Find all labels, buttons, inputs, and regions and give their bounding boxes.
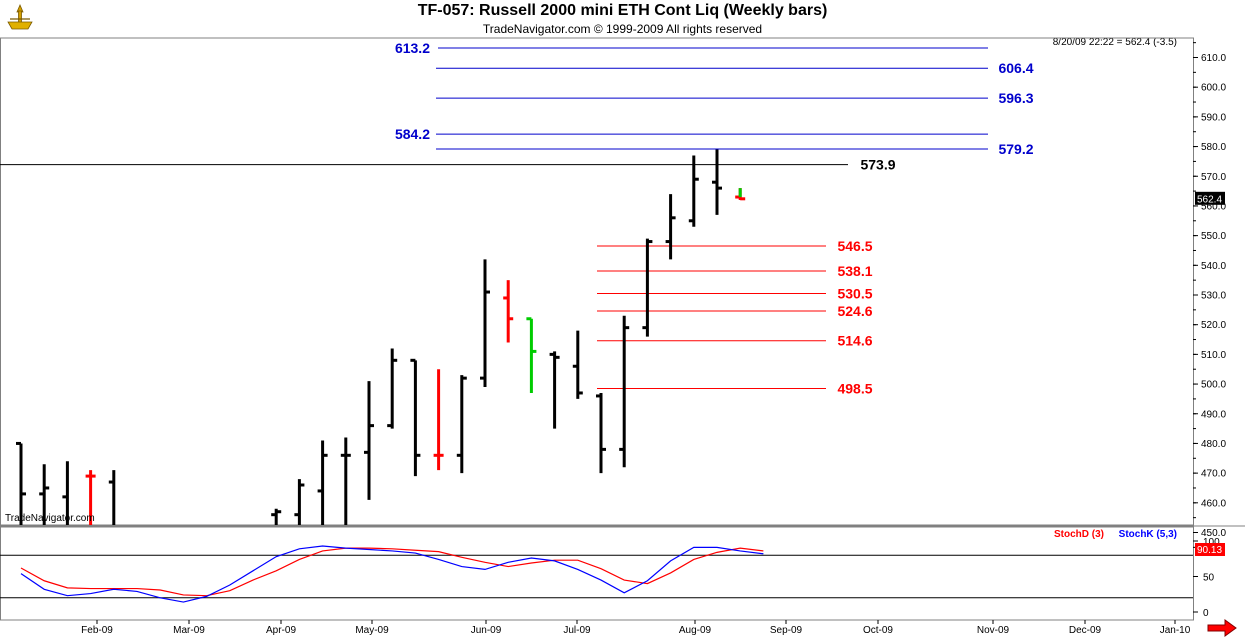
stoch-series-k [20, 545, 764, 603]
ohlc-bar [155, 550, 165, 562]
price-axis-tick-label: 460.0 [1201, 498, 1226, 509]
ohlc-bar [642, 238, 653, 337]
ohlc-bar [387, 348, 398, 429]
x-axis-tick-label: Mar-09 [173, 625, 205, 636]
price-axis-tick-label: 530.0 [1201, 291, 1226, 302]
watermark: TradeNavigator.com [5, 513, 95, 524]
ohlc-bar [108, 470, 116, 525]
price-axis-tick-label: 510.0 [1201, 350, 1226, 361]
ohlc-bar [39, 464, 50, 525]
ohlc-bar [202, 550, 212, 562]
stoch-last-value-tag [1195, 543, 1225, 556]
level-lines: 613.2 606.4 596.3 584.2 579.2 573.9 546.5 538.1… [0, 40, 1034, 397]
price-axis-tick-label: 470.0 [1201, 469, 1226, 480]
x-axis-tick-label: Nov-09 [977, 625, 1010, 636]
price-axis-tick-label: 610.0 [1201, 53, 1226, 64]
x-axis-tick-label: Aug-09 [679, 625, 712, 636]
stoch-last-value-label: 90.13 [1197, 545, 1222, 556]
stoch-legend-k: StochK (5,3) [1119, 529, 1177, 540]
ohlc-bar [619, 315, 630, 468]
price-axis-tick-label: 540.0 [1201, 261, 1226, 272]
stoch-axis-tick-label: 0 [1203, 608, 1209, 619]
stoch-legend-d: StochD (3) [1054, 529, 1104, 540]
ohlc-bar [62, 461, 69, 525]
ohlc-bar [480, 259, 490, 388]
price-axis-tick-label: 550.0 [1201, 231, 1226, 242]
price-axis: 450.0 460.0 470.0 480.0 490.0 500.0 510.0 520.0… [1193, 42, 1226, 548]
ohlc-bar [549, 351, 560, 429]
level-label-538-1: 538.1 [837, 263, 872, 279]
level-label-530-5: 530.5 [837, 286, 872, 302]
level-label-498-5: 498.5 [837, 381, 872, 397]
ohlc-bar [225, 550, 235, 562]
ohlc-bar [433, 369, 444, 471]
ohlc-bar [178, 550, 188, 562]
level-label-514-6: 514.6 [837, 333, 872, 349]
x-axis-tick-label: Jul-09 [563, 625, 591, 636]
price-panel-frame [0, 37, 1194, 526]
price-axis-tick-label: 560.0 [1201, 201, 1226, 212]
stoch-panel-frame [0, 526, 1194, 621]
price-axis-tick-label: 450.0 [1201, 528, 1226, 539]
chart-subtitle: TradeNavigator.com © 1999-2009 All right… [482, 22, 763, 36]
price-axis-tick-label: 500.0 [1201, 380, 1226, 391]
price-axis-tick-label: 580.0 [1201, 142, 1226, 153]
x-axis-tick-label: Feb-09 [81, 625, 113, 636]
chart-title: TF-057: Russell 2000 mini ETH Cont Liq (… [417, 2, 828, 19]
price-axis-tick-label: 570.0 [1201, 172, 1226, 183]
ohlc-bar [294, 479, 305, 525]
scroll-right-arrow-icon[interactable] [1207, 619, 1237, 637]
trade-navigator-logo-icon [4, 2, 36, 34]
stoch-series-d [20, 547, 764, 597]
price-axis-tick-label: 590.0 [1201, 112, 1226, 123]
x-axis-tick-label: May-09 [355, 625, 389, 636]
ohlc-bar [410, 358, 421, 477]
ohlc-bar [340, 437, 351, 525]
ohlc-bar [248, 544, 258, 562]
ohlc-bar [596, 392, 606, 474]
ohlc-bar [317, 440, 328, 525]
ohlc-bar [526, 317, 537, 393]
x-axis-tick-label: Apr-09 [266, 625, 296, 636]
level-label-584-2: 584.2 [395, 126, 430, 142]
level-label-579-2: 579.2 [998, 141, 1033, 157]
level-label-613-2: 613.2 [395, 40, 430, 56]
ohlc-bar [16, 441, 26, 525]
ohlc-bar [503, 280, 514, 343]
ohlc-bar [665, 194, 676, 260]
stoch-axis-tick-label: 50 [1203, 573, 1215, 584]
price-axis-tick-label: 520.0 [1201, 320, 1226, 331]
last-price-tag-label: 562.4 [1197, 194, 1222, 205]
x-axis-tick-label: Jan-10 [1160, 625, 1191, 636]
x-axis-tick-label: Jun-09 [471, 625, 502, 636]
last-quote-label: 8/20/09 22:22 = 562.4 (-3.5) [1052, 37, 1177, 48]
ohlc-bar [688, 155, 699, 227]
level-label-606-4: 606.4 [998, 60, 1033, 76]
stoch-axis-tick-label: 100 [1203, 537, 1220, 548]
level-label-573-9: 573.9 [860, 157, 895, 173]
price-axis-tick-label: 600.0 [1201, 83, 1226, 94]
price-axis-tick-label: 490.0 [1201, 409, 1226, 420]
last-price-tag [1195, 191, 1225, 205]
level-label-546-5: 546.5 [837, 238, 872, 254]
ohlc-bar [271, 508, 282, 525]
level-label-596-3: 596.3 [998, 90, 1033, 106]
ohlc-bar [364, 381, 374, 500]
x-axis-tick-label: Dec-09 [1069, 625, 1102, 636]
ohlc-bar [712, 149, 722, 215]
ohlc-bar [572, 330, 583, 399]
x-axis-tick-label: Sep-09 [770, 625, 803, 636]
price-bars [16, 149, 746, 562]
ohlc-bar [456, 375, 467, 474]
x-axis-tick-label: Oct-09 [863, 625, 893, 636]
ohlc-bar [85, 470, 96, 525]
x-axis: Feb-09 Mar-09 Apr-09 May-09 Jun-09 Jul-09 Aug-… [81, 620, 1191, 636]
level-label-524-6: 524.6 [837, 303, 872, 319]
price-axis-tick-label: 480.0 [1201, 439, 1226, 450]
